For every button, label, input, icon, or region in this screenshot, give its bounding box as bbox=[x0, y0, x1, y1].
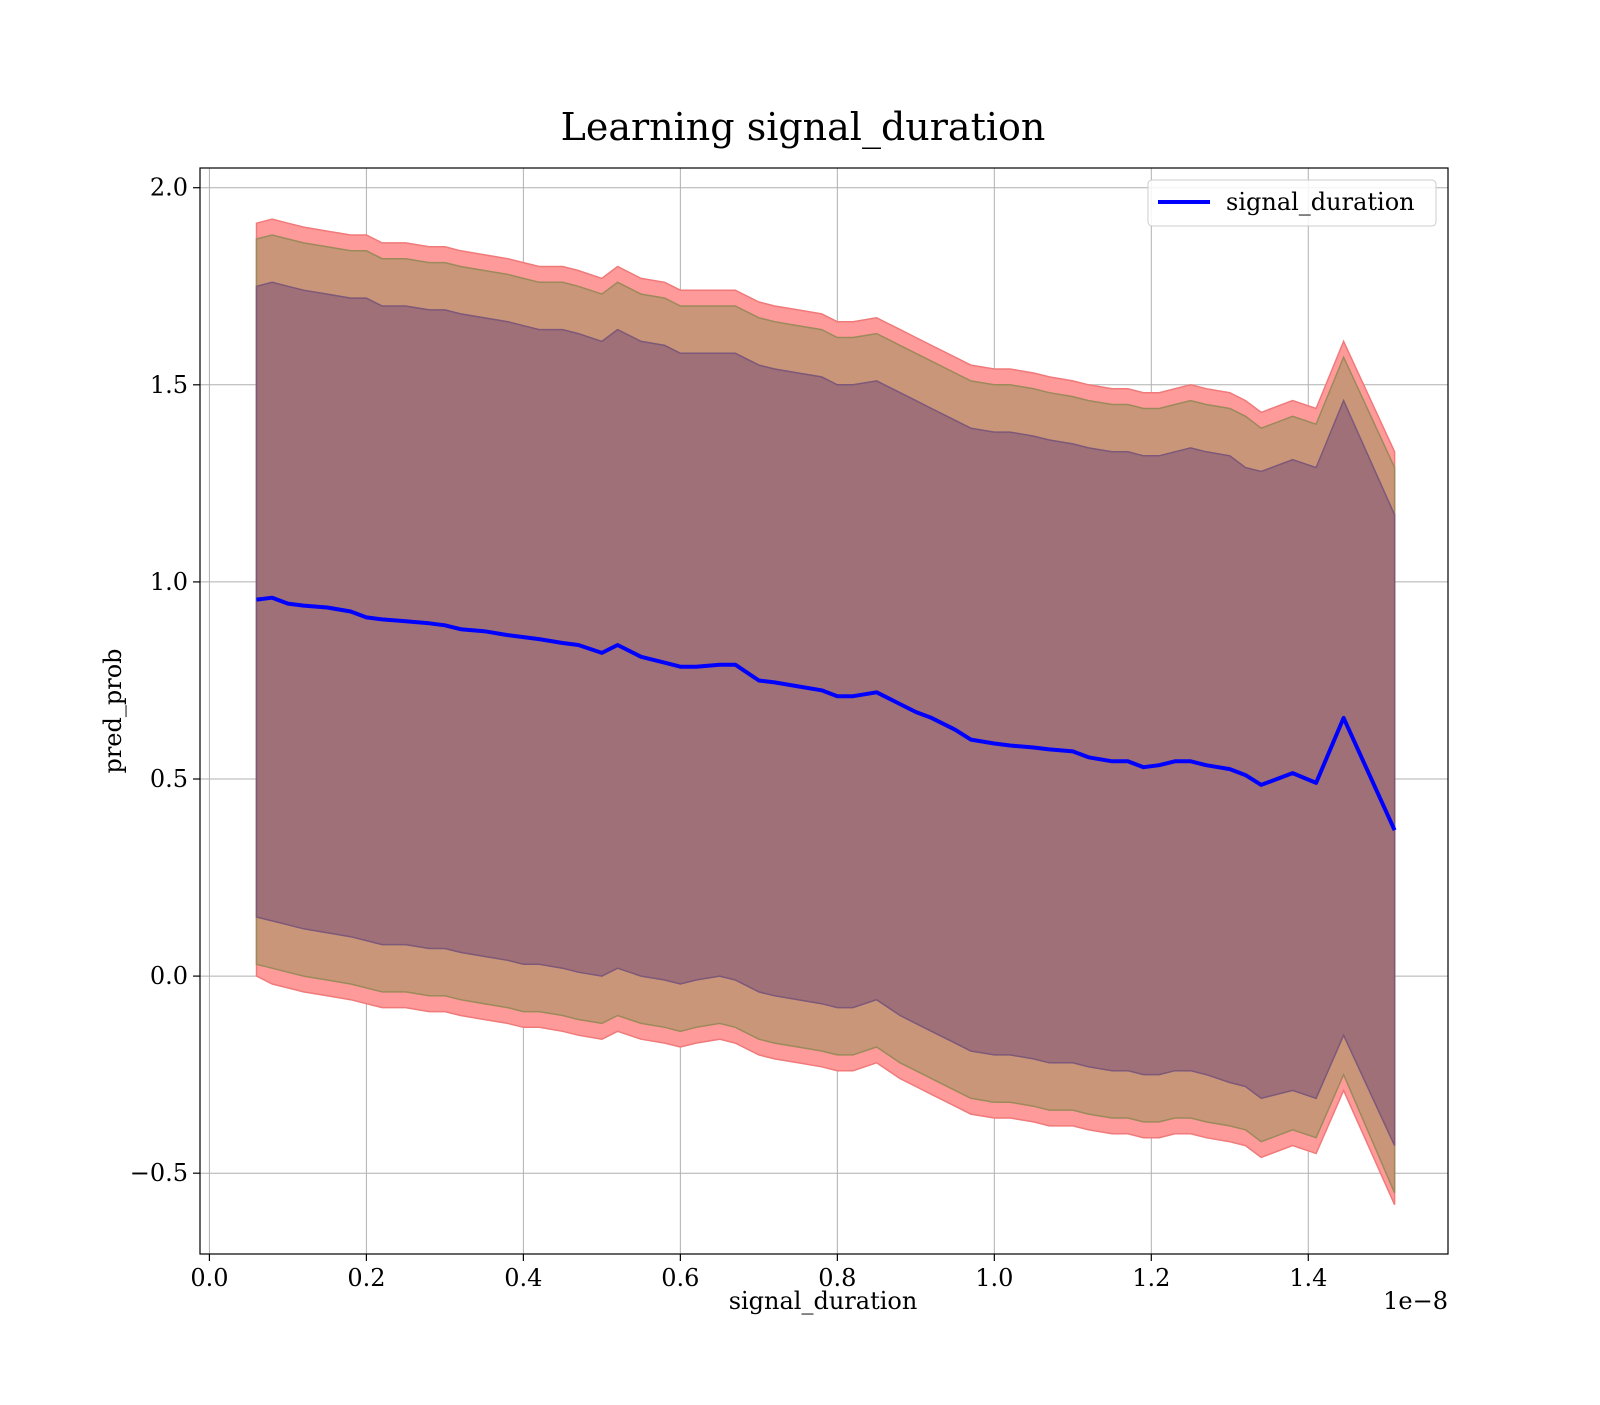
legend-box bbox=[1147, 179, 1437, 227]
band-inner bbox=[255, 281, 1396, 1146]
x-axis-label: signal_duration bbox=[729, 1287, 918, 1315]
y-tick-label: 1.0 bbox=[150, 568, 188, 596]
x-tick-label: 1.2 bbox=[1132, 1264, 1170, 1292]
plot-area-frame bbox=[199, 167, 1449, 1255]
x-tick-label: 0.4 bbox=[504, 1264, 542, 1292]
x-axis-offset-label: 1e−8 bbox=[1383, 1287, 1448, 1315]
confidence-bands bbox=[255, 218, 1396, 1206]
x-tick-label: 0.6 bbox=[661, 1264, 699, 1292]
x-tick-label: 0.2 bbox=[347, 1264, 385, 1292]
series-lines bbox=[256, 595, 1397, 832]
x-tick-label: 0.0 bbox=[190, 1264, 228, 1292]
x-tick-label: 1.0 bbox=[975, 1264, 1013, 1292]
x-tick-label: 0.8 bbox=[818, 1264, 856, 1292]
legend-label: signal_duration bbox=[1226, 188, 1415, 216]
y-tick-label: −0.5 bbox=[130, 1159, 188, 1187]
y-tick-label: 2.0 bbox=[150, 174, 188, 202]
series-line bbox=[256, 595, 1397, 832]
x-tick-label: 1.4 bbox=[1289, 1264, 1327, 1292]
chart-title: Learning signal_duration bbox=[561, 105, 1046, 150]
y-tick-label: 0.0 bbox=[150, 962, 188, 990]
axis-ticks: 0.0 0.2 0.4 0.6 0.8 1.0 1.2 1.4 −0.5 0.0 0.5 1.0 1.5… bbox=[130, 174, 1328, 1292]
y-axis-label: pred_prob bbox=[99, 648, 127, 773]
legend: signal_duration bbox=[1147, 179, 1437, 227]
y-tick-label: 0.5 bbox=[150, 765, 188, 793]
y-tick-label: 1.5 bbox=[150, 371, 188, 399]
